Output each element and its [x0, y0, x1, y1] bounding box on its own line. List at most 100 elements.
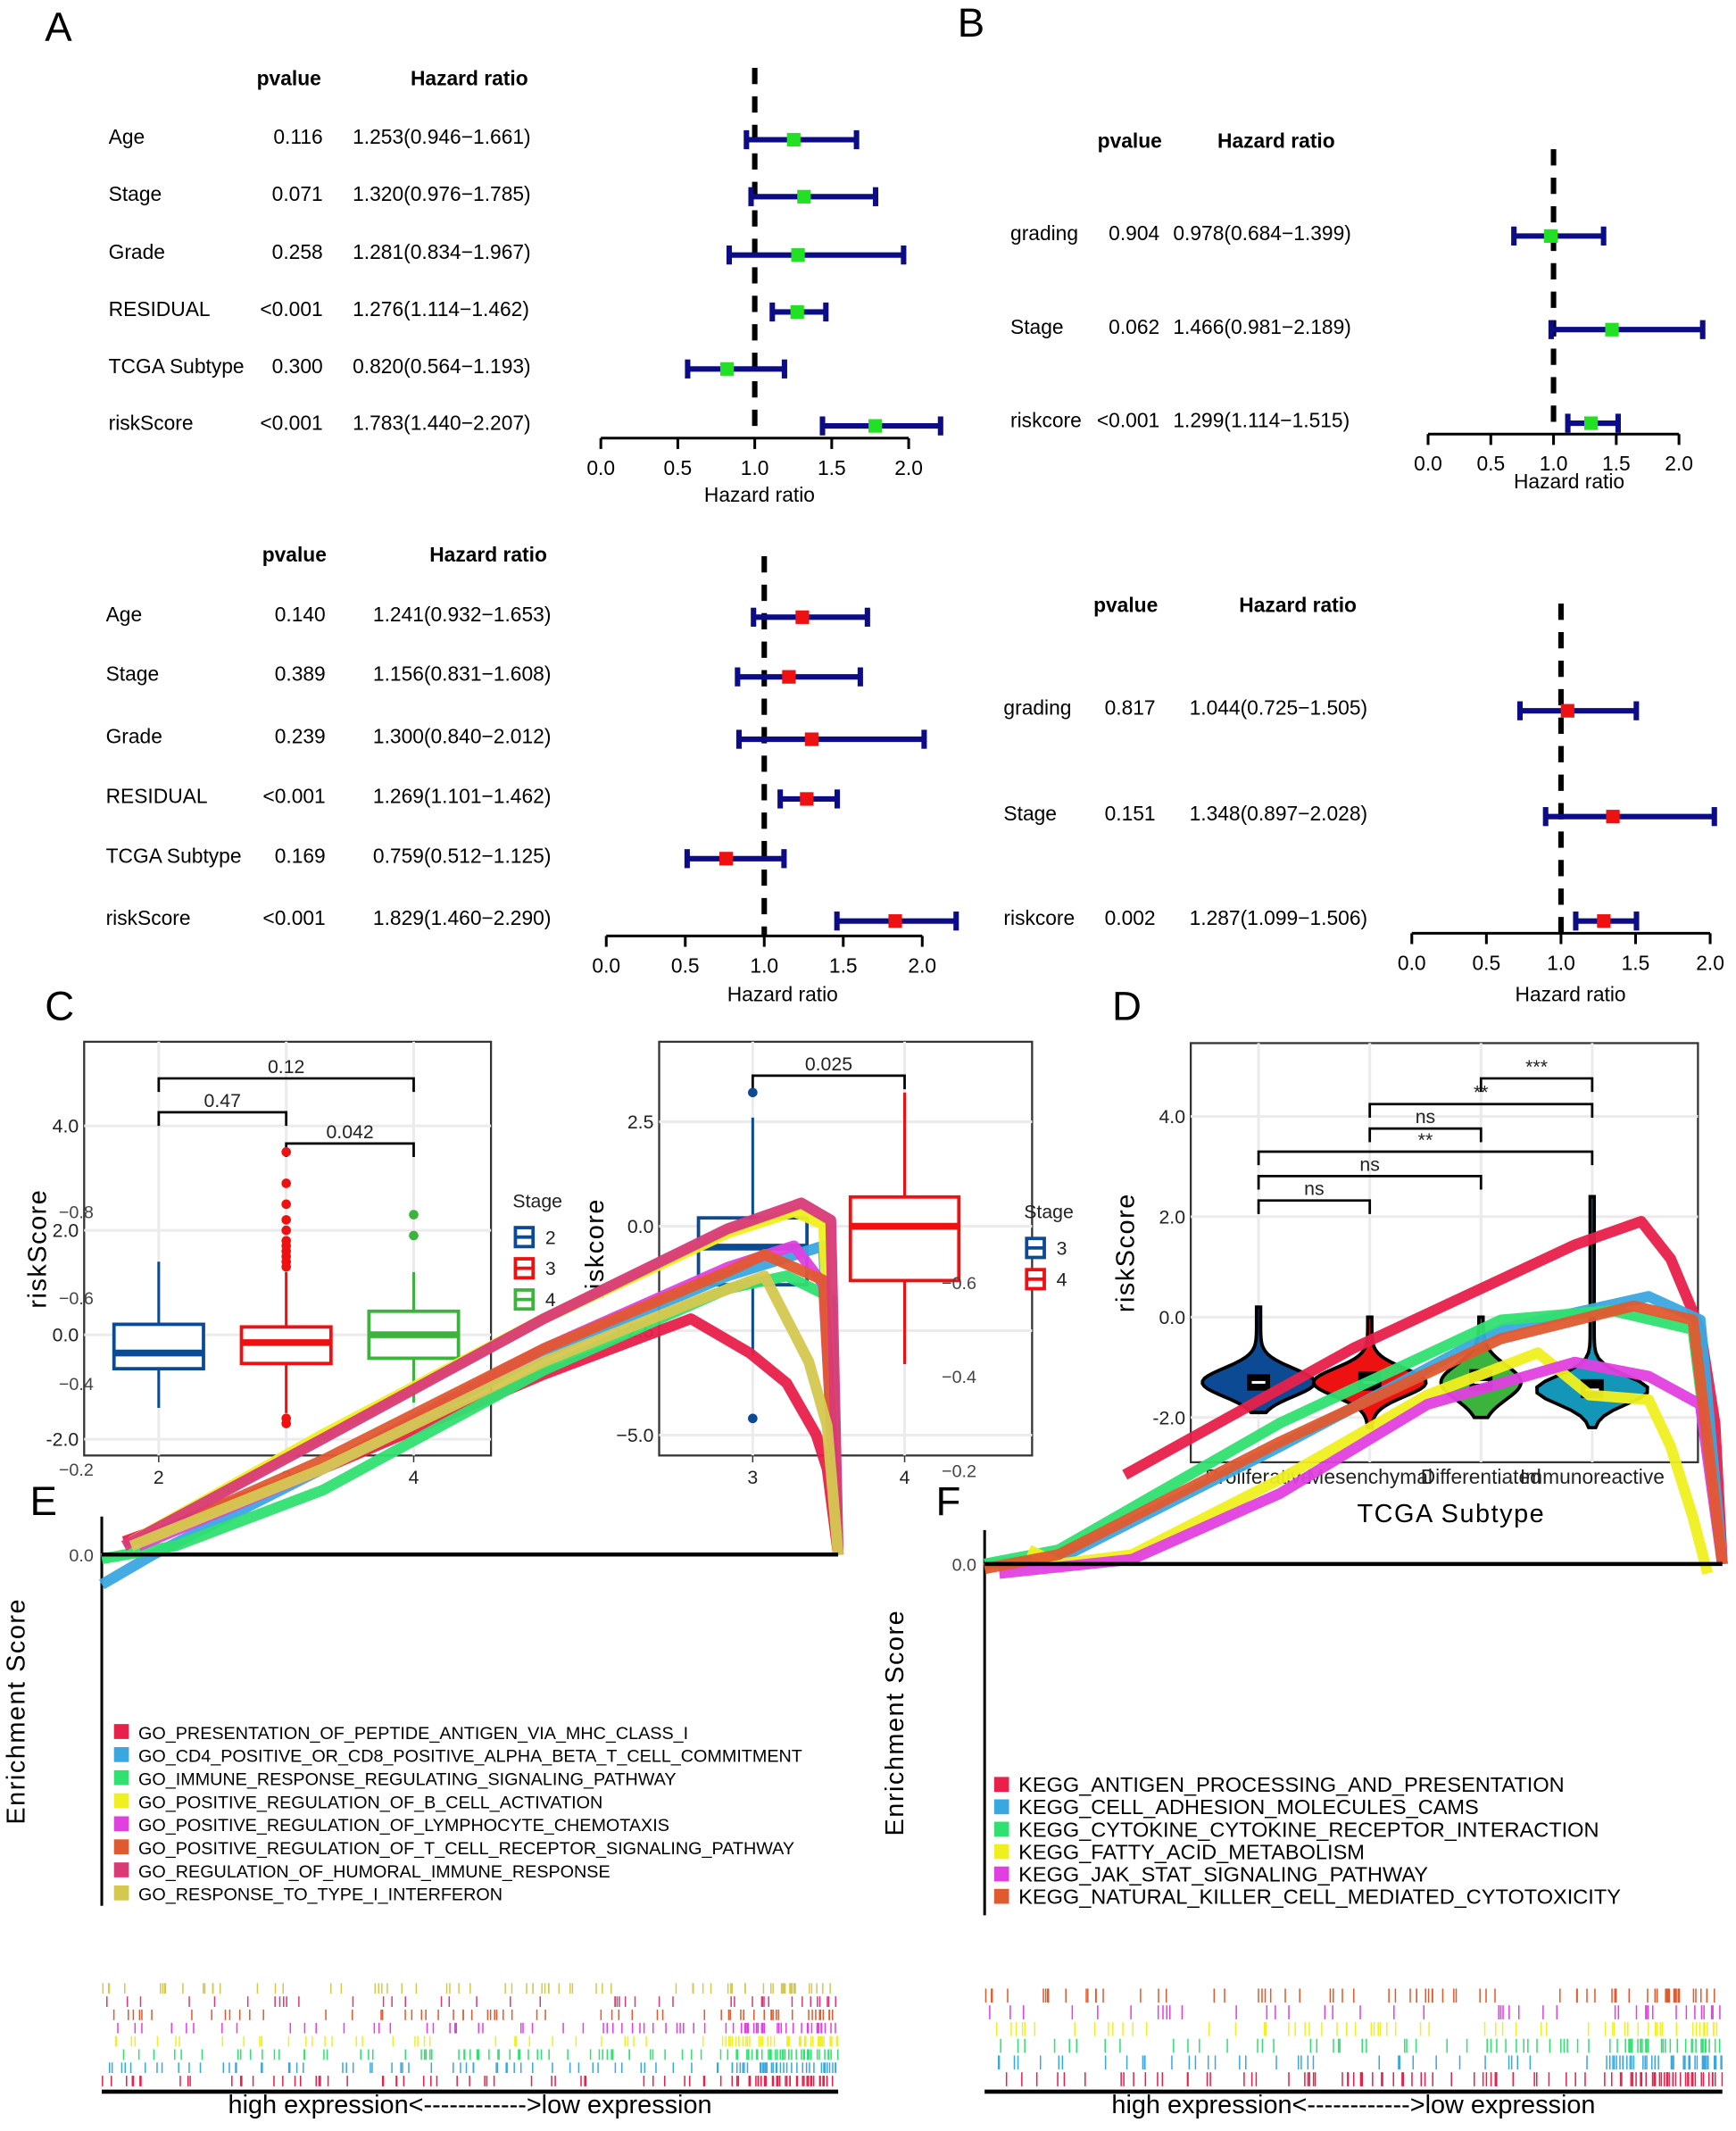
legend-label: KEGG_NATURAL_KILLER_CELL_MEDIATED_CYTOTO… — [1018, 1885, 1621, 1908]
row-pvalue: <0.001 — [260, 297, 322, 320]
y-axis-label: Enrichment Score — [881, 1610, 910, 1836]
hr-point — [786, 132, 801, 147]
significance-label: ** — [1418, 1129, 1433, 1151]
outlier-point — [281, 1147, 291, 1157]
hr-point — [791, 248, 805, 262]
forest-plot-a-top: pvalue Hazard ratio Age 0.116 1.253(0.946−1.… — [109, 67, 943, 506]
legend-label: GO_POSITIVE_REGULATION_OF_LYMPHOCYTE_CHE… — [138, 1816, 669, 1835]
significance-bracket — [1479, 1077, 1594, 1093]
legend-key — [993, 1799, 1009, 1815]
row-label: Grade — [109, 240, 165, 263]
row-pvalue: 0.169 — [275, 844, 326, 867]
hr-point — [1606, 810, 1620, 824]
legend-key — [993, 1844, 1009, 1860]
legend-label: 3 — [545, 1258, 556, 1279]
legend-label: GO_CD4_POSITIVE_OR_CD8_POSITIVE_ALPHA_BE… — [138, 1747, 802, 1767]
hazard-ratio-header: Hazard ratio — [429, 543, 547, 566]
outlier-point — [409, 1210, 419, 1219]
legend-label: KEGG_ANTIGEN_PROCESSING_AND_PRESENTATION — [1018, 1773, 1564, 1796]
y-tick-label: −0.6 — [942, 1274, 976, 1294]
row-label: Stage — [1010, 315, 1064, 338]
y-tick-label: −0.6 — [59, 1289, 94, 1309]
enrichment-curve — [120, 1197, 844, 1555]
outlier-point — [281, 1225, 291, 1236]
row-label: TCGA Subtype — [109, 354, 245, 378]
row-hr-text: 0.978(0.684−1.399) — [1173, 221, 1351, 245]
box — [112, 1322, 205, 1371]
pvalue-header: pvalue — [1098, 129, 1162, 153]
x-tick-label: 1.0 — [741, 456, 769, 479]
outlier-point — [281, 1199, 291, 1210]
legend-label: GO_RESPONSE_TO_TYPE_I_INTERFERON — [138, 1885, 503, 1905]
x-tick-label: 0.5 — [671, 953, 700, 977]
significance-label: 0.025 — [805, 1053, 852, 1075]
legend-key — [113, 1769, 129, 1786]
hr-point — [719, 852, 734, 866]
legend-title: Stage — [1024, 1201, 1074, 1222]
outlier-point — [281, 1419, 291, 1428]
y-tick-label: 2.0 — [1159, 1207, 1185, 1228]
x-axis-label: high expression<------------>low express… — [228, 2091, 712, 2119]
x-tick-label: 0.0 — [586, 456, 615, 479]
y-axis-label: riskScore — [24, 1189, 53, 1309]
significance-bracket — [157, 1111, 288, 1127]
hr-point — [797, 189, 811, 204]
row-pvalue: 0.140 — [275, 603, 326, 626]
row-pvalue: 0.300 — [272, 354, 323, 378]
legend-key — [113, 1885, 129, 1901]
row-label: Stage — [106, 662, 160, 686]
legend-key — [113, 1724, 129, 1739]
hr-point — [1605, 322, 1619, 337]
y-tick-label: 0.0 — [53, 1325, 79, 1346]
y-tick-label: −0.2 — [59, 1461, 94, 1480]
x-axis-label: Hazard ratio — [1514, 470, 1624, 493]
significance-label: ns — [1416, 1106, 1435, 1128]
legend-label: KEGG_CYTOKINE_CYTOKINE_RECEPTOR_INTERACT… — [1018, 1818, 1599, 1841]
row-hr-text: 1.348(0.897−2.028) — [1190, 802, 1368, 825]
y-tick-label: 0.0 — [952, 1555, 976, 1575]
hr-point — [795, 610, 810, 624]
x-tick-label: 1.5 — [818, 456, 846, 479]
x-tick-label: 2 — [154, 1467, 164, 1488]
significance-bracket — [1368, 1103, 1594, 1118]
row-hr-text: 1.156(0.831−1.608) — [373, 662, 552, 686]
row-hr-text: 1.300(0.840−2.012) — [373, 725, 552, 748]
panel-label-c: C — [45, 984, 74, 1029]
outlier-point — [281, 1261, 291, 1272]
panel-label-a: A — [45, 4, 72, 50]
row-hr-text: 1.829(1.460−2.290) — [373, 906, 552, 929]
y-axis-label: Enrichment Score — [2, 1598, 30, 1825]
row-pvalue: 0.062 — [1109, 315, 1159, 338]
enrichment-curve — [129, 1270, 844, 1555]
row-hr-text: 0.820(0.564−1.193) — [353, 354, 531, 378]
legend-key — [993, 1777, 1009, 1793]
boxplot-c-left: 4.02.00.0-2.00.120.470.042223344Stageris… — [24, 1040, 562, 1488]
hr-point — [782, 670, 796, 684]
row-label: RESIDUAL — [106, 784, 208, 807]
row-pvalue: 0.258 — [272, 240, 323, 263]
row-label: grading — [1010, 221, 1078, 245]
row-hr-text: 1.320(0.976−1.785) — [353, 182, 531, 205]
y-tick-label: −0.4 — [59, 1375, 94, 1394]
forest-plot-b-bottom: pvalue Hazard ratio grading 0.817 1.044(0.72… — [1003, 593, 1724, 1005]
row-label: RESIDUAL — [109, 297, 211, 320]
hazard-ratio-header: Hazard ratio — [1239, 593, 1357, 616]
x-tick-label: 0.5 — [664, 456, 693, 479]
x-tick-label: 1.0 — [1547, 951, 1575, 974]
significance-label: ns — [1359, 1153, 1379, 1175]
row-pvalue: 0.904 — [1109, 221, 1159, 245]
x-axis-label: Hazard ratio — [727, 982, 838, 1005]
pvalue-header: pvalue — [257, 67, 321, 90]
hazard-ratio-header: Hazard ratio — [411, 67, 528, 90]
y-tick-label: 0.0 — [69, 1546, 93, 1566]
x-tick-label: 0.5 — [1476, 452, 1505, 475]
y-tick-label: 2.5 — [627, 1111, 654, 1133]
x-tick-label: 0.5 — [1473, 951, 1501, 974]
y-tick-label: 0.0 — [627, 1216, 654, 1237]
hr-point — [719, 362, 735, 376]
row-label: Age — [106, 603, 143, 626]
legend-label: GO_POSITIVE_REGULATION_OF_B_CELL_ACTIVAT… — [138, 1793, 602, 1812]
significance-label: 0.47 — [204, 1090, 241, 1111]
outlier-point — [281, 1215, 291, 1225]
row-pvalue: 0.817 — [1105, 696, 1156, 720]
